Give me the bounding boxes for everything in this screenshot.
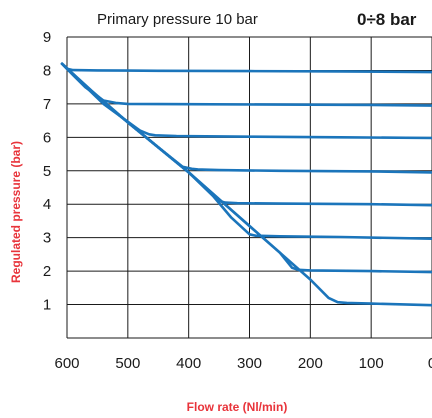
- y-tick-7: 7: [43, 96, 51, 113]
- y-tick-labels: 1 2 3 4 5 6 7 8 9: [43, 29, 51, 314]
- x-tick-100: 100: [359, 355, 384, 372]
- curve-8: [60, 62, 432, 307]
- y-tick-1: 1: [43, 297, 51, 314]
- x-tick-0: 0: [428, 355, 432, 372]
- x-tick-400: 400: [176, 355, 201, 372]
- y-tick-4: 4: [43, 196, 51, 213]
- grid: [66, 36, 432, 339]
- y-tick-6: 6: [43, 129, 51, 146]
- chart-title: Primary pressure 10 bar: [97, 11, 258, 28]
- y-tick-5: 5: [43, 163, 51, 180]
- regulation-curves: [60, 62, 432, 307]
- y-axis-label: Regulated pressure (bar): [9, 141, 23, 283]
- x-tick-300: 300: [237, 355, 262, 372]
- chart-subtitle: 0÷8 bar: [357, 10, 417, 29]
- curve-5: [60, 62, 432, 207]
- curve-3: [60, 62, 432, 140]
- y-tick-9: 9: [43, 29, 51, 46]
- curve-7: [60, 62, 432, 274]
- y-tick-2: 2: [43, 263, 51, 280]
- x-tick-200: 200: [298, 355, 323, 372]
- x-axis-label: Flow rate (Nl/min): [187, 400, 288, 414]
- x-tick-600: 600: [54, 355, 79, 372]
- curve-4: [60, 62, 432, 174]
- y-tick-3: 3: [43, 230, 51, 247]
- x-tick-labels: 600 500 400 300 200 100 0: [54, 355, 432, 372]
- y-tick-8: 8: [43, 62, 51, 79]
- x-tick-500: 500: [115, 355, 140, 372]
- curve-6: [60, 62, 432, 240]
- curve-1: [60, 62, 432, 74]
